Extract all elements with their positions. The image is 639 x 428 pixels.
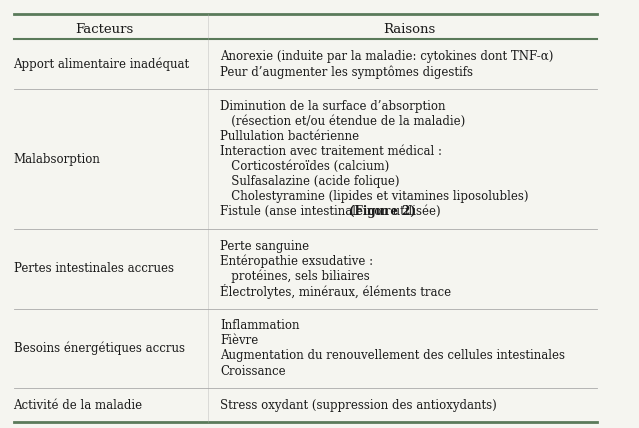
Text: Activité de la maladie: Activité de la maladie [13, 399, 142, 412]
Text: Augmentation du renouvellement des cellules intestinales: Augmentation du renouvellement des cellu… [220, 349, 566, 363]
Text: Cholestyramine (lipides et vitamines liposolubles): Cholestyramine (lipides et vitamines lip… [220, 190, 529, 203]
Text: Pertes intestinales accrues: Pertes intestinales accrues [13, 262, 174, 275]
Text: Fièvre: Fièvre [220, 334, 259, 347]
Text: Inflammation: Inflammation [220, 319, 300, 332]
Text: protéines, sels biliaires: protéines, sels biliaires [220, 270, 370, 283]
Text: Croissance: Croissance [220, 365, 286, 377]
Text: Sulfasalazine (acide folique): Sulfasalazine (acide folique) [220, 175, 400, 188]
Text: (Figure 2): (Figure 2) [350, 205, 416, 218]
Text: Diminution de la surface d’absorption: Diminution de la surface d’absorption [220, 100, 446, 113]
Text: Facteurs: Facteurs [75, 23, 134, 36]
Text: Perte sanguine: Perte sanguine [220, 240, 309, 253]
Text: Fistule (anse intestinale non utilisée): Fistule (anse intestinale non utilisée) [220, 205, 445, 218]
Text: Malabsorption: Malabsorption [13, 152, 100, 166]
Text: Entéropathie exsudative :: Entéropathie exsudative : [220, 255, 373, 268]
Text: Apport alimentaire inadéquat: Apport alimentaire inadéquat [13, 58, 190, 71]
Text: Peur d’augmenter les symptômes digestifs: Peur d’augmenter les symptômes digestifs [220, 65, 473, 79]
Text: Anorexie (induite par la maladie: cytokines dont TNF-α): Anorexie (induite par la maladie: cytoki… [220, 50, 554, 63]
Text: Corticostéroïdes (calcium): Corticostéroïdes (calcium) [220, 160, 390, 173]
Text: Stress oxydant (suppression des antioxydants): Stress oxydant (suppression des antioxyd… [220, 399, 497, 412]
Text: Pullulation bactérienne: Pullulation bactérienne [220, 130, 360, 143]
Text: Besoins énergétiques accrus: Besoins énergétiques accrus [13, 342, 185, 355]
Text: Interaction avec traitement médical :: Interaction avec traitement médical : [220, 145, 442, 158]
Text: (résection et/ou étendue de la maladie): (résection et/ou étendue de la maladie) [220, 115, 466, 128]
Text: Électrolytes, minéraux, éléments trace: Électrolytes, minéraux, éléments trace [220, 284, 452, 299]
Text: Raisons: Raisons [383, 23, 435, 36]
